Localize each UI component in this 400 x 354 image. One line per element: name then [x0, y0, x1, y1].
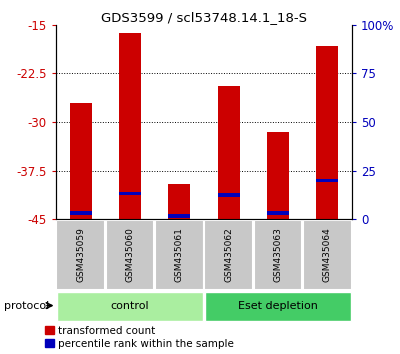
Bar — [106, 220, 154, 290]
Bar — [218, 86, 240, 219]
Text: GSM435064: GSM435064 — [323, 228, 332, 282]
Bar — [316, 46, 338, 219]
Bar — [254, 220, 302, 290]
Text: control: control — [111, 301, 149, 310]
Bar — [56, 220, 105, 290]
Title: GDS3599 / scl53748.14.1_18-S: GDS3599 / scl53748.14.1_18-S — [101, 11, 307, 24]
Bar — [119, 33, 141, 219]
Bar — [205, 292, 351, 321]
Text: GSM435062: GSM435062 — [224, 228, 233, 282]
Bar — [70, 103, 92, 219]
Text: GSM435059: GSM435059 — [76, 227, 85, 282]
Bar — [303, 220, 352, 290]
Text: protocol: protocol — [4, 301, 49, 310]
Bar — [168, 184, 190, 219]
Bar — [267, 132, 289, 219]
Text: GSM435061: GSM435061 — [175, 227, 184, 282]
Bar — [218, 193, 240, 197]
Text: Eset depletion: Eset depletion — [238, 301, 318, 310]
Bar — [119, 192, 141, 195]
Bar — [267, 211, 289, 215]
Text: GSM435060: GSM435060 — [126, 227, 134, 282]
Legend: transformed count, percentile rank within the sample: transformed count, percentile rank withi… — [45, 326, 234, 349]
Bar — [70, 211, 92, 215]
Text: GSM435063: GSM435063 — [274, 227, 282, 282]
Bar — [57, 292, 203, 321]
Bar — [204, 220, 253, 290]
Bar — [155, 220, 204, 290]
Bar — [168, 214, 190, 218]
Bar — [316, 178, 338, 182]
